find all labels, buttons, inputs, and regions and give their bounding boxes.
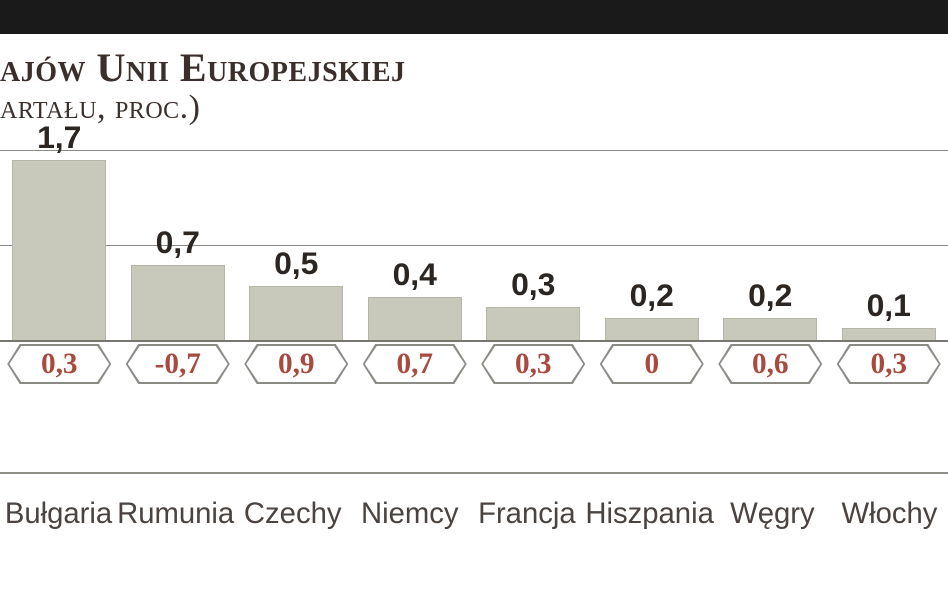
hex-tag-inner: 0,7 [365,346,465,382]
gridline [0,340,948,342]
hex-tag: 0,3 [7,344,111,384]
category-label: Niemcy [351,498,468,531]
hex-tag: 0,7 [363,344,467,384]
hex-tag: 0,6 [718,344,822,384]
hex-tag: 0,3 [481,344,585,384]
bar-slot: 0,2 [711,277,830,340]
bar-value-label: 1,7 [37,119,81,156]
bars-row: 1,7 0,7 0,5 0,4 0,3 0,2 0,2 0,1 [0,119,948,340]
hex-tag: -0,7 [126,344,230,384]
hex-tag-inner: -0,7 [128,346,228,382]
bar-slot: 0,1 [830,287,948,340]
hex-tag-value: 0,6 [752,348,789,381]
bar-value-label: 0,7 [156,224,200,261]
top-bar [0,0,948,34]
bar-slot: 0,3 [474,266,593,340]
category-label: Bułgaria [0,498,117,531]
hex-tag-inner: 0 [602,346,702,382]
bar-slot: 1,7 [0,119,119,340]
tag-slot: -0,7 [119,344,238,384]
bar-slot: 0,7 [119,224,238,340]
chart-title-block: ajów Unii Europejskiej artału, proc.) [0,44,406,127]
divider-line [0,472,948,474]
bar-rect [486,307,580,340]
tag-slot: 0,3 [0,344,119,384]
tag-slot: 0,3 [830,344,948,384]
category-labels-row: BułgariaRumuniaCzechyNiemcyFrancjaHiszpa… [0,498,948,531]
category-label: Hiszpania [585,498,713,531]
hex-tag-inner: 0,3 [483,346,583,382]
bar-value-label: 0,3 [511,266,555,303]
secondary-value-tags-row: 0,3 -0,7 0,9 0,7 0,3 0 0,6 0,3 [0,344,948,384]
chart-title-line1: ajów Unii Europejskiej [0,44,406,91]
hex-tag: 0,9 [244,344,348,384]
hex-tag-value: 0,7 [396,348,433,381]
bar-value-label: 0,4 [393,256,437,293]
bar-value-label: 0,1 [867,287,911,324]
bar-slot: 0,4 [356,256,475,340]
bar-value-label: 0,2 [630,277,674,314]
hex-tag-inner: 0,9 [246,346,346,382]
hex-tag-value: 0,3 [41,348,78,381]
category-label: Włochy [831,498,948,531]
category-label: Francja [468,498,585,531]
bar-chart: 1,70,70,50,40,30,20,20,1 [0,150,948,340]
tag-slot: 0,9 [237,344,356,384]
hex-tag: 0 [600,344,704,384]
hex-tag-inner: 0,6 [720,346,820,382]
bar-rect [605,318,699,340]
hex-tag-value: 0 [644,348,659,381]
hex-tag-value: -0,7 [155,348,201,381]
bar-slot: 0,5 [237,245,356,340]
bar-rect [249,286,343,340]
tag-slot: 0 [593,344,712,384]
hex-tag-inner: 0,3 [9,346,109,382]
hex-tag-inner: 0,3 [839,346,939,382]
tag-slot: 0,6 [711,344,830,384]
category-label: Czechy [234,498,351,531]
bar-rect [368,297,462,340]
bar-value-label: 0,2 [748,277,792,314]
hex-tag-value: 0,3 [870,348,907,381]
bar-rect [842,328,936,340]
bar-rect [131,265,225,340]
hex-tag-value: 0,3 [515,348,552,381]
category-label: Węgry [714,498,831,531]
bar-rect [12,160,106,340]
category-label: Rumunia [117,498,234,531]
bar-value-label: 0,5 [274,245,318,282]
hex-tag: 0,3 [837,344,941,384]
tag-slot: 0,7 [356,344,475,384]
tag-slot: 0,3 [474,344,593,384]
hex-tag-value: 0,9 [278,348,315,381]
bar-rect [723,318,817,340]
bar-slot: 0,2 [593,277,712,340]
